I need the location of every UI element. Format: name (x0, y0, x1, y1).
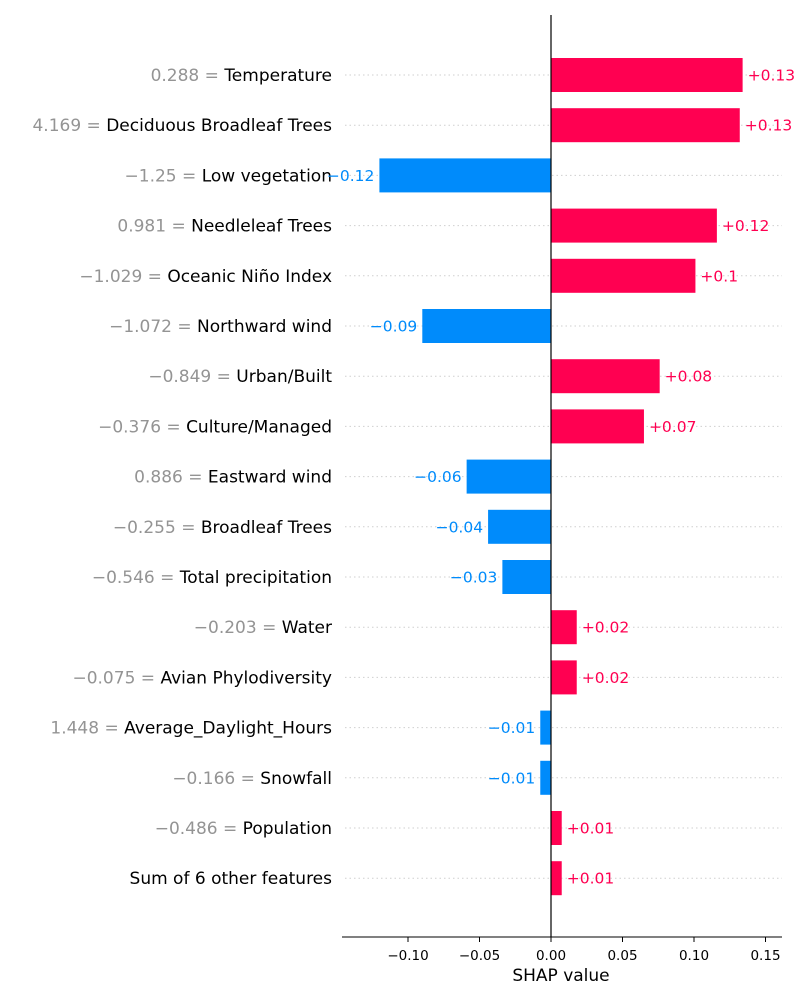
bar-value-label-eastward-wind: −0.06 (414, 468, 462, 486)
feature-label-oceanic-ni-o-index: −1.029 = Oceanic Niño Index (79, 267, 332, 287)
feature-name: Deciduous Broadleaf Trees (106, 116, 332, 136)
bar-oceanic-ni-o-index (551, 258, 696, 293)
bar-value-label-deciduous-broadleaf-trees: +0.13 (745, 117, 793, 135)
bar-needleleaf-trees (551, 208, 717, 243)
feature-label-water: −0.203 = Water (194, 618, 332, 638)
bar-water (551, 610, 577, 645)
bar-avian-phylodiversity (551, 660, 577, 695)
bar-average-daylight-hours (540, 710, 551, 745)
feature-label-temperature: 0.288 = Temperature (151, 66, 332, 86)
bar-value-label-northward-wind: −0.09 (370, 318, 418, 336)
bar-value-label-broadleaf-trees: −0.04 (436, 518, 484, 536)
x-tick-label: −0.10 (387, 948, 428, 964)
bar-value-label-urban-built: +0.08 (665, 368, 713, 386)
feature-name: Low vegetation (202, 166, 332, 186)
feature-name: Needleleaf Trees (191, 217, 332, 237)
feature-label-broadleaf-trees: −0.255 = Broadleaf Trees (113, 518, 332, 538)
feature-label-low-vegetation: −1.25 = Low vegetation (125, 166, 332, 186)
x-tick-label: 0.15 (750, 948, 780, 964)
bar-value-label-average-daylight-hours: −0.01 (488, 719, 536, 737)
bar-northward-wind (422, 309, 551, 343)
x-axis: −0.10 −0.05 0.00 0.05 0.10 0.15 (342, 15, 782, 964)
bar-total-precipitation (502, 560, 551, 594)
feature-name: Avian Phylodiversity (160, 668, 332, 688)
feature-value: −0.849 = (148, 367, 236, 387)
feature-label-population: −0.486 = Population (155, 819, 332, 839)
bar-value-label-needleleaf-trees: +0.12 (722, 217, 770, 235)
bar-value-label-snowfall: −0.01 (488, 769, 536, 787)
feature-value: 1.448 = (50, 719, 124, 739)
bar-population (551, 811, 562, 845)
x-axis-title: SHAP value (512, 966, 609, 986)
feature-value: −0.203 = (194, 618, 282, 638)
feature-value: 0.886 = (134, 468, 208, 488)
feature-name: Total precipitation (179, 568, 332, 588)
x-tick-label: 0.10 (679, 948, 709, 964)
feature-value: 4.169 = (32, 116, 106, 136)
feature-label-needleleaf-trees: 0.981 = Needleleaf Trees (117, 217, 332, 237)
feature-label-snowfall: −0.166 = Snowfall (172, 769, 332, 789)
feature-value: −1.25 = (125, 166, 202, 186)
bar-value-label-temperature: +0.13 (748, 67, 796, 85)
feature-label-deciduous-broadleaf-trees: 4.169 = Deciduous Broadleaf Trees (32, 116, 332, 136)
bar-value-label-sum-of-6-other-features: +0.01 (567, 870, 615, 888)
feature-value: 0.981 = (117, 217, 191, 237)
bar-culture-managed (551, 409, 644, 444)
feature-value: −0.166 = (172, 769, 260, 789)
bar-value-label-low-vegetation: −0.12 (327, 167, 375, 185)
feature-value: −0.255 = (113, 518, 201, 538)
bar-urban-built (551, 359, 660, 394)
bar-layer (379, 58, 743, 896)
bar-eastward-wind (466, 459, 551, 494)
x-tick-label: 0.05 (607, 948, 637, 964)
feature-label-northward-wind: −1.072 = Northward wind (109, 317, 332, 337)
feature-value: 0.288 = (151, 66, 225, 86)
feature-name: Culture/Managed (186, 417, 332, 437)
feature-value: −1.072 = (109, 317, 197, 337)
bar-sum-of-6-other-features (551, 861, 562, 896)
feature-label-urban-built: −0.849 = Urban/Built (148, 367, 332, 387)
feature-label-culture-managed: −0.376 = Culture/Managed (98, 417, 332, 437)
feature-label-total-precipitation: −0.546 = Total precipitation (92, 568, 332, 588)
feature-name: Northward wind (197, 317, 332, 337)
feature-value: −0.486 = (155, 819, 243, 839)
feature-name: Water (282, 618, 332, 638)
feature-name: Oceanic Niño Index (167, 267, 332, 287)
feature-value: −1.029 = (79, 267, 167, 287)
feature-value: −0.546 = (92, 568, 180, 588)
feature-name: Sum of 6 other features (130, 869, 333, 889)
grid-layer (345, 74, 782, 879)
bar-value-label-water: +0.02 (582, 619, 630, 637)
bar-value-label-population: +0.01 (567, 820, 615, 838)
feature-name: Broadleaf Trees (201, 518, 332, 538)
label-layer: 0.288 = Temperature +0.13 4.169 = Deciduou… (32, 66, 795, 889)
feature-name: Population (243, 819, 332, 839)
bar-temperature (551, 58, 743, 92)
feature-name: Average_Daylight_Hours (124, 719, 332, 739)
x-tick-label: 0.00 (536, 948, 566, 964)
bar-value-label-avian-phylodiversity: +0.02 (582, 669, 630, 687)
bar-value-label-culture-managed: +0.07 (649, 418, 697, 436)
feature-label-average-daylight-hours: 1.448 = Average_Daylight_Hours (50, 719, 332, 739)
feature-value: −0.376 = (98, 417, 186, 437)
bar-deciduous-broadleaf-trees (551, 108, 740, 143)
bar-value-label-oceanic-ni-o-index: +0.1 (700, 267, 738, 285)
x-tick-label: −0.05 (459, 948, 500, 964)
bar-broadleaf-trees (488, 509, 551, 544)
bar-snowfall (540, 760, 551, 795)
feature-name: Eastward wind (208, 468, 332, 488)
bar-low-vegetation (379, 158, 551, 193)
feature-value: −0.075 = (72, 668, 160, 688)
feature-label-avian-phylodiversity: −0.075 = Avian Phylodiversity (72, 668, 332, 688)
feature-name: Snowfall (260, 769, 332, 789)
bar-value-label-total-precipitation: −0.03 (450, 569, 498, 587)
feature-label-sum-of-6-other-features: Sum of 6 other features (130, 869, 333, 889)
feature-name: Temperature (223, 66, 332, 86)
feature-name: Urban/Built (236, 367, 332, 387)
feature-label-eastward-wind: 0.886 = Eastward wind (134, 468, 332, 488)
